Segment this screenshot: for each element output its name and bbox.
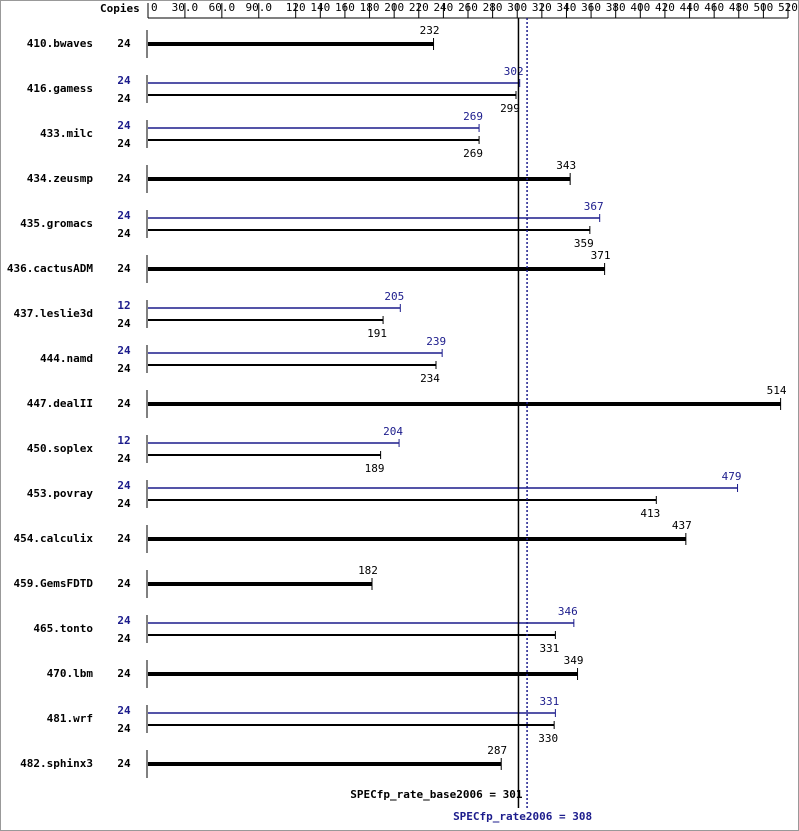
copies: 24 — [117, 704, 131, 717]
value-label: 189 — [365, 462, 385, 475]
copies: 24 — [117, 227, 131, 240]
copies: 24 — [117, 137, 131, 150]
value-label: 204 — [383, 425, 403, 438]
value-label: 413 — [640, 507, 660, 520]
category-label: 416.gamess — [27, 82, 93, 95]
copies: 24 — [117, 667, 131, 680]
value-label: 371 — [591, 249, 611, 262]
x-tick-label: 180 — [360, 1, 380, 14]
copies: 24 — [117, 479, 131, 492]
copies: 24 — [117, 614, 131, 627]
category-label: 436.cactusADM — [7, 262, 93, 275]
copies: 24 — [117, 119, 131, 132]
value-label: 331 — [539, 695, 559, 708]
value-label: 331 — [539, 642, 559, 655]
category-label: 459.GemsFDTD — [14, 577, 94, 590]
copies: 24 — [117, 497, 131, 510]
category-label: 437.leslie3d — [14, 307, 93, 320]
copies: 24 — [117, 344, 131, 357]
x-tick-label: 280 — [483, 1, 503, 14]
copies: 24 — [117, 757, 131, 770]
reference-label: SPECfp_rate2006 = 308 — [453, 810, 592, 823]
x-tick-label: 200 — [384, 1, 404, 14]
x-tick-label: 360 — [581, 1, 601, 14]
value-label: 234 — [420, 372, 440, 385]
x-tick-label: 480 — [729, 1, 749, 14]
value-label: 437 — [672, 519, 692, 532]
x-tick-label: 60.0 — [209, 1, 236, 14]
value-label: 479 — [722, 470, 742, 483]
value-label: 514 — [767, 384, 787, 397]
x-tick-label: 520 — [778, 1, 798, 14]
copies: 24 — [117, 92, 131, 105]
copies: 12 — [117, 299, 130, 312]
copies: 24 — [117, 362, 131, 375]
category-label: 435.gromacs — [20, 217, 93, 230]
category-label: 481.wrf — [47, 712, 93, 725]
value-label: 269 — [463, 147, 483, 160]
category-label: 454.calculix — [14, 532, 94, 545]
copies: 24 — [117, 317, 131, 330]
category-label: 450.soplex — [27, 442, 94, 455]
category-label: 434.zeusmp — [27, 172, 94, 185]
x-tick-label: 220 — [409, 1, 429, 14]
value-label: 269 — [463, 110, 483, 123]
category-label: 465.tonto — [33, 622, 93, 635]
x-tick-label: 140 — [310, 1, 330, 14]
category-label: 410.bwaves — [27, 37, 93, 50]
copies: 24 — [117, 532, 131, 545]
category-label: 447.dealII — [27, 397, 93, 410]
value-label: 343 — [556, 159, 576, 172]
x-tick-label: 400 — [630, 1, 650, 14]
category-label: 453.povray — [27, 487, 94, 500]
x-tick-label: 440 — [680, 1, 700, 14]
copies: 24 — [117, 397, 131, 410]
x-tick-label: 240 — [433, 1, 453, 14]
copies: 24 — [117, 37, 131, 50]
x-tick-label: 160 — [335, 1, 355, 14]
x-tick-label: 420 — [655, 1, 675, 14]
value-label: 191 — [367, 327, 387, 340]
copies: 24 — [117, 172, 131, 185]
value-label: 182 — [358, 564, 378, 577]
x-tick-label: 300 — [507, 1, 527, 14]
copies: 24 — [117, 209, 131, 222]
category-label: 470.lbm — [47, 667, 94, 680]
copies: 24 — [117, 74, 131, 87]
value-label: 330 — [538, 732, 558, 745]
x-tick-label: 90.0 — [246, 1, 273, 14]
value-label: 239 — [426, 335, 446, 348]
copies: 24 — [117, 632, 131, 645]
x-tick-label: 380 — [606, 1, 626, 14]
x-tick-label: 320 — [532, 1, 552, 14]
category-label: 444.namd — [40, 352, 93, 365]
x-tick-label: 0 — [151, 1, 158, 14]
x-tick-label: 120 — [286, 1, 306, 14]
reference-label: SPECfp_rate_base2006 = 301 — [350, 788, 523, 801]
value-label: 367 — [584, 200, 604, 213]
value-label: 349 — [564, 654, 584, 667]
value-label: 232 — [420, 24, 440, 37]
value-label: 359 — [574, 237, 594, 250]
category-label: 482.sphinx3 — [20, 757, 93, 770]
category-label: 433.milc — [40, 127, 93, 140]
x-tick-label: 500 — [753, 1, 773, 14]
value-label: 299 — [500, 102, 520, 115]
copies: 24 — [117, 262, 131, 275]
copies: 24 — [117, 577, 131, 590]
x-tick-label: 460 — [704, 1, 724, 14]
x-tick-label: 30.0 — [172, 1, 199, 14]
value-label: 287 — [487, 744, 507, 757]
value-label: 302 — [504, 65, 524, 78]
copies-header: Copies — [100, 2, 140, 15]
copies: 12 — [117, 434, 130, 447]
copies: 24 — [117, 722, 131, 735]
x-tick-label: 340 — [557, 1, 577, 14]
value-label: 205 — [384, 290, 404, 303]
value-label: 346 — [558, 605, 578, 618]
copies: 24 — [117, 452, 131, 465]
x-tick-label: 260 — [458, 1, 478, 14]
